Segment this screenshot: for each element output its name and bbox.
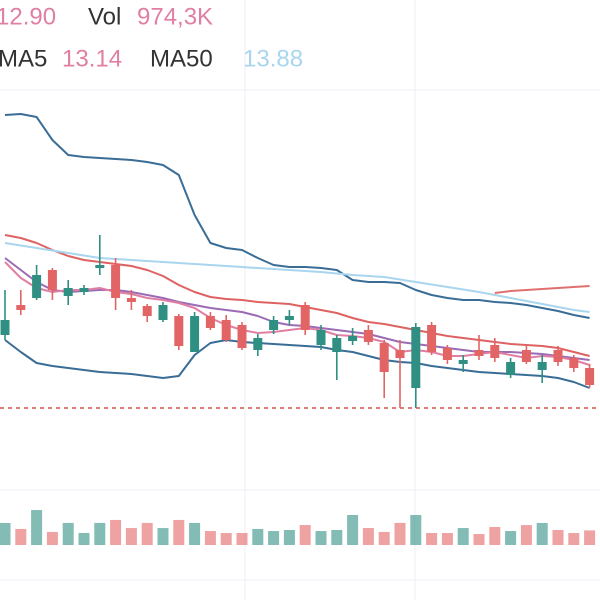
- volume-bar: [157, 528, 169, 545]
- volume-bar: [362, 528, 374, 545]
- candle-body: [506, 362, 516, 375]
- candle-body: [47, 270, 57, 290]
- volume-bar: [331, 530, 343, 545]
- volume-bar: [204, 531, 216, 545]
- legend-name: MA5: [0, 45, 47, 72]
- candle-body: [111, 265, 121, 298]
- indicator-line: [494, 285, 590, 294]
- volume-bar: [489, 527, 501, 545]
- candle-body: [332, 338, 342, 352]
- candle-body: [284, 316, 294, 320]
- candle-body: [316, 330, 326, 345]
- volume-bar: [236, 533, 248, 545]
- volume-bar: [347, 515, 359, 545]
- volume-bar: [473, 534, 485, 545]
- volume-bar: [110, 519, 122, 545]
- candle-body: [379, 343, 389, 372]
- header: 12.90 Vol 974,3K MA5 13.14 MA50 13.88: [0, 3, 303, 72]
- candle-body: [427, 325, 437, 352]
- volume-bar: [46, 531, 58, 545]
- volume-bar: [552, 530, 564, 545]
- volume-bar: [189, 522, 201, 545]
- volume-bar: [315, 531, 327, 545]
- candle-body: [158, 305, 168, 320]
- candle-body: [142, 306, 152, 316]
- candle-body: [269, 320, 279, 330]
- volume-bar: [426, 533, 438, 545]
- candle-body: [174, 316, 184, 346]
- candle-body: [537, 362, 547, 370]
- indicator-line: [4, 339, 590, 389]
- candle-body: [363, 330, 373, 342]
- candle-body: [474, 350, 484, 356]
- volume-bar: [252, 528, 264, 545]
- volume-bar: [568, 533, 580, 545]
- volume-bar: [505, 531, 517, 545]
- volume-bar: [378, 531, 390, 545]
- candle-body: [16, 305, 26, 310]
- candle-body: [585, 368, 595, 385]
- candle-body: [300, 305, 310, 330]
- candle-body: [458, 360, 468, 364]
- volume-bar: [520, 525, 532, 545]
- candle-body: [32, 275, 42, 298]
- volume-bar: [457, 528, 469, 545]
- close-value: 12.90: [0, 3, 56, 30]
- volume-bar: [394, 522, 406, 545]
- volume-bar: [410, 515, 422, 545]
- volume-bar: [441, 533, 453, 545]
- candle-body: [411, 327, 421, 388]
- indicator-line: [4, 234, 590, 357]
- volume-bar: [0, 522, 11, 545]
- volume-bar: [536, 522, 548, 545]
- volume-bar: [584, 530, 596, 545]
- indicator-line: [4, 113, 590, 319]
- candle-body: [442, 348, 452, 360]
- candle-body: [221, 320, 231, 340]
- candle-body: [490, 345, 500, 358]
- candle-body: [253, 338, 263, 350]
- candle-body: [237, 325, 247, 348]
- volume-bar: [173, 519, 185, 545]
- volume-bar: [94, 522, 106, 545]
- volume-bar: [31, 510, 43, 545]
- candle-body: [63, 288, 73, 296]
- volume-bar: [220, 533, 232, 545]
- candle-body: [521, 350, 531, 362]
- vol-value: 974,3K: [137, 3, 213, 30]
- indicator-line: [4, 242, 590, 313]
- candle-body: [205, 316, 215, 328]
- legend-name: MA50: [150, 45, 213, 72]
- candle-body: [348, 336, 358, 341]
- volume-bar: [15, 528, 27, 545]
- candle-body: [395, 350, 405, 358]
- volume-bar: [62, 522, 74, 545]
- legend-value: 13.88: [243, 45, 303, 72]
- candle-body: [190, 316, 200, 352]
- volume-bar: [141, 522, 153, 545]
- legend-value: 13.14: [62, 45, 122, 72]
- candle-body: [126, 298, 136, 302]
- candle-body: [79, 288, 89, 292]
- vol-label: Vol: [88, 3, 121, 30]
- volume-bar: [78, 533, 90, 545]
- candle-body: [569, 358, 579, 368]
- volume-bar: [125, 528, 137, 545]
- volume-bar: [283, 530, 295, 545]
- volume-bar: [268, 531, 280, 545]
- volume-bar: [299, 525, 311, 545]
- candle-body: [95, 265, 105, 268]
- candle-body: [553, 350, 563, 362]
- candle-body: [0, 320, 10, 335]
